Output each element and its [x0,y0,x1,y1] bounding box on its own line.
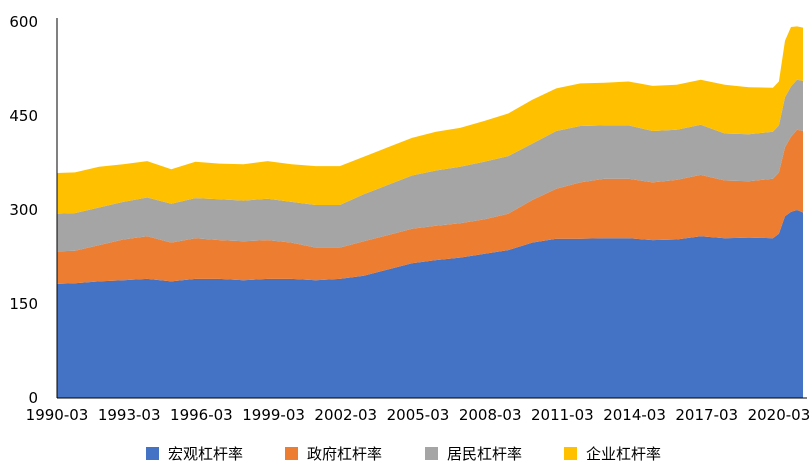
x-tick-label: 2005-03 [387,406,450,424]
area-series-3 [57,79,803,252]
x-tick-label: 1990-03 [26,406,89,424]
area-series-1 [57,210,803,398]
legend-swatch [146,447,159,460]
y-tick-label: 600 [9,13,38,31]
area-series-2 [57,129,803,284]
x-tick-label: 2020-03 [748,406,810,424]
x-tick-label: 2008-03 [459,406,522,424]
legend-item: 居民杠杆率 [425,445,522,463]
legend-label: 政府杠杆率 [307,445,382,463]
area-series-4 [57,26,803,214]
y-tick-label: 0 [28,389,38,407]
legend-item: 政府杠杆率 [285,445,382,463]
legend-label: 宏观杠杆率 [168,445,243,463]
x-tick-label: 1993-03 [98,406,161,424]
legend-swatch [564,447,577,460]
legend-item: 宏观杠杆率 [146,445,243,463]
legend-item: 企业杠杆率 [564,445,661,463]
x-tick-label: 1999-03 [242,406,305,424]
x-tick-label: 2014-03 [603,406,666,424]
legend-swatch [425,447,438,460]
y-tick-label: 450 [9,107,38,125]
chart-areas [57,26,803,398]
legend-label: 企业杠杆率 [586,445,661,463]
x-tick-label: 1996-03 [170,406,233,424]
x-tick-label: 2011-03 [531,406,594,424]
y-tick-labels: 0 150 300 450 600 [9,13,38,407]
legend-swatch [285,447,298,460]
x-tick-labels: 1990-03 1993-03 1996-03 1999-03 2002-03 2005-… [26,406,810,424]
y-tick-label: 300 [9,201,38,219]
legend: 宏观杠杆率 政府杠杆率 居民杠杆率 企业杠杆率 [146,445,661,463]
x-tick-label: 2017-03 [675,406,738,424]
legend-label: 居民杠杆率 [447,445,522,463]
y-tick-label: 150 [9,295,38,313]
x-tick-label: 2002-03 [314,406,377,424]
